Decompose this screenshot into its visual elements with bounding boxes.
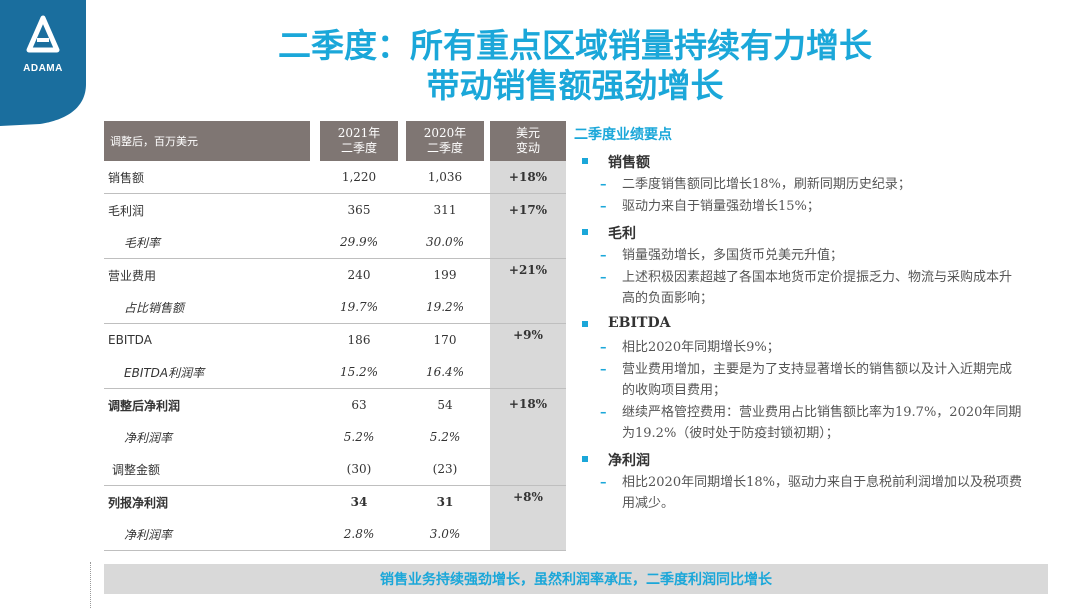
list-item: – 相比2020年同期增长18%，驱动力来自于息税前利润增加以及税项费用减少。 [574,472,1024,514]
table-row: 营业费用 240 199 +21% [104,258,566,291]
value-2021: 5.2% [343,430,375,444]
value-2020: 31 [436,495,454,509]
list-item: – 相比2020年同期增长9%； [574,337,1024,358]
dash-icon: – [600,199,607,214]
value-2020: 311 [433,203,457,217]
change-value: +18% [508,397,548,411]
value-2021: 29.9% [339,235,379,249]
section-sales: 销售额 – 二季度销售额同比增长18%，刷新同期历史纪录； – 驱动力来自于销量强劲… [574,152,1024,217]
adama-logo: ADAMA [0,0,96,126]
logo-text: ADAMA [23,63,63,74]
table-bottom-border [104,550,566,551]
value-2020: 5.2% [429,430,461,444]
list-item: – 二季度销售额同比增长18%，刷新同期历史纪录； [574,174,1024,195]
header-2021: 2021年 二季度 [320,121,398,161]
section-heading: 毛利 [574,223,1024,245]
value-2020: 54 [437,398,453,412]
list-item: – 营业费用增加，主要是为了支持显著增长的销售额以及计入近期完成的收购项目费用； [574,359,1024,401]
table-row: 调整金额 (30) (23) [104,453,566,485]
page-title: 二季度：所有重点区域销量持续有力增长 带动销售额强劲增长 [180,26,970,106]
value-2021: 186 [347,333,371,347]
table-row: EBITDA 186 170 +9% [104,323,566,356]
value-2020: (23) [432,462,458,476]
row-label: 调整金额 [112,462,161,477]
value-2020: 199 [433,268,457,282]
value-2020: 3.0% [429,527,461,541]
list-item: – 销量强劲增长，多国货币兑美元升值； [574,245,1024,266]
table-header: 调整后，百万美元 2021年 二季度 2020年 二季度 美元 变动 [104,121,566,161]
change-value: +18% [508,170,548,184]
table-row: 调整后净利润 63 54 +18% [104,388,566,421]
row-label: 调整后净利润 [108,398,181,413]
square-bullet-icon [582,321,588,327]
title-line-1: 二季度：所有重点区域销量持续有力增长 [278,26,872,65]
table-row: 占比销售额 19.7% 19.2% [104,291,566,323]
value-2021: (30) [346,462,372,476]
list-item: – 继续严格管控费用：营业费用占比销售额比率为19.7%，2020年同期为19.2… [574,402,1024,444]
value-2021: 240 [347,268,371,282]
header-2020: 2020年 二季度 [406,121,484,161]
value-2020: 16.4% [425,365,465,379]
square-bullet-icon [582,158,588,164]
value-2020: 170 [433,333,457,347]
section-heading: EBITDA [574,315,1024,337]
row-label: 占比销售额 [124,300,185,315]
row-label: 列报净利润 [108,495,169,510]
change-value: +8% [513,490,543,504]
section-heading: 净利润 [574,450,1024,472]
list-item: – 上述积极因素超越了各国本地货币定价提振乏力、物流与采购成本升高的负面影响； [574,267,1024,309]
header-metric: 调整后，百万美元 [104,121,310,161]
table-row: 净利润率 2.8% 3.0% [104,518,566,550]
financial-table: 调整后，百万美元 2021年 二季度 2020年 二季度 美元 变动 销售额 1… [104,121,566,550]
row-label: 净利润率 [124,527,173,542]
value-2020: 19.2% [425,300,465,314]
value-2020: 30.0% [425,235,465,249]
row-label: EBITDA利润率 [124,365,205,380]
row-label: EBITDA [108,333,152,347]
dash-icon: – [600,177,607,192]
value-2021: 63 [351,398,367,412]
square-bullet-icon [582,456,588,462]
dash-icon: – [600,270,607,285]
row-label: 营业费用 [108,268,157,283]
logo-shape [0,0,86,126]
list-item: – 驱动力来自于销量强劲增长15%； [574,196,1024,217]
section-heading: 销售额 [574,152,1024,174]
footer-banner: 销售业务持续强劲增长，虽然利润率承压，二季度利润同比增长 [104,564,1048,594]
change-value: +9% [513,328,543,342]
row-label: 销售额 [108,170,145,185]
highlights-title: 二季度业绩要点 [574,127,672,143]
row-label: 毛利润 [108,203,145,218]
table-row: 列报净利润 34 31 +8% [104,485,566,518]
table-row: 毛利润 365 311 +17% [104,193,566,226]
change-value: +17% [508,203,548,217]
value-2021: 365 [347,203,371,217]
value-2021: 15.2% [339,365,379,379]
change-value: +21% [508,263,548,277]
table-row: 毛利率 29.9% 30.0% [104,226,566,258]
section-ebitda: EBITDA – 相比2020年同期增长9%； – 营业费用增加，主要是为了支持显著… [574,315,1024,444]
dash-icon: – [600,405,607,420]
value-2021: 1,220 [341,170,377,184]
row-label: 毛利率 [124,235,161,250]
section-gross-profit: 毛利 – 销量强劲增长，多国货币兑美元升值； – 上述积极因素超越了各国本地货币定价… [574,223,1024,309]
dash-icon: – [600,362,607,377]
title-line-2: 带动销售额强劲增长 [426,66,724,105]
highlights-panel: 二季度业绩要点 销售额 – 二季度销售额同比增长18%，刷新同期历史纪录； – 驱动… [574,124,1024,515]
square-bullet-icon [582,229,588,235]
value-2020: 1,036 [427,170,463,184]
table-row: EBITDA利润率 15.2% 16.4% [104,356,566,388]
row-label: 净利润率 [124,430,173,445]
dotted-divider [90,562,91,608]
header-change: 美元 变动 [490,121,566,161]
value-2021: 2.8% [343,527,375,541]
dash-icon: – [600,475,607,490]
section-net-profit: 净利润 – 相比2020年同期增长18%，驱动力来自于息税前利润增加以及税项费用减… [574,450,1024,514]
dash-icon: – [600,248,607,263]
value-2021: 34 [350,495,368,509]
table-row: 销售额 1,220 1,036 +18% [104,161,566,193]
dash-icon: – [600,340,607,355]
value-2021: 19.7% [339,300,379,314]
table-row: 净利润率 5.2% 5.2% [104,421,566,453]
